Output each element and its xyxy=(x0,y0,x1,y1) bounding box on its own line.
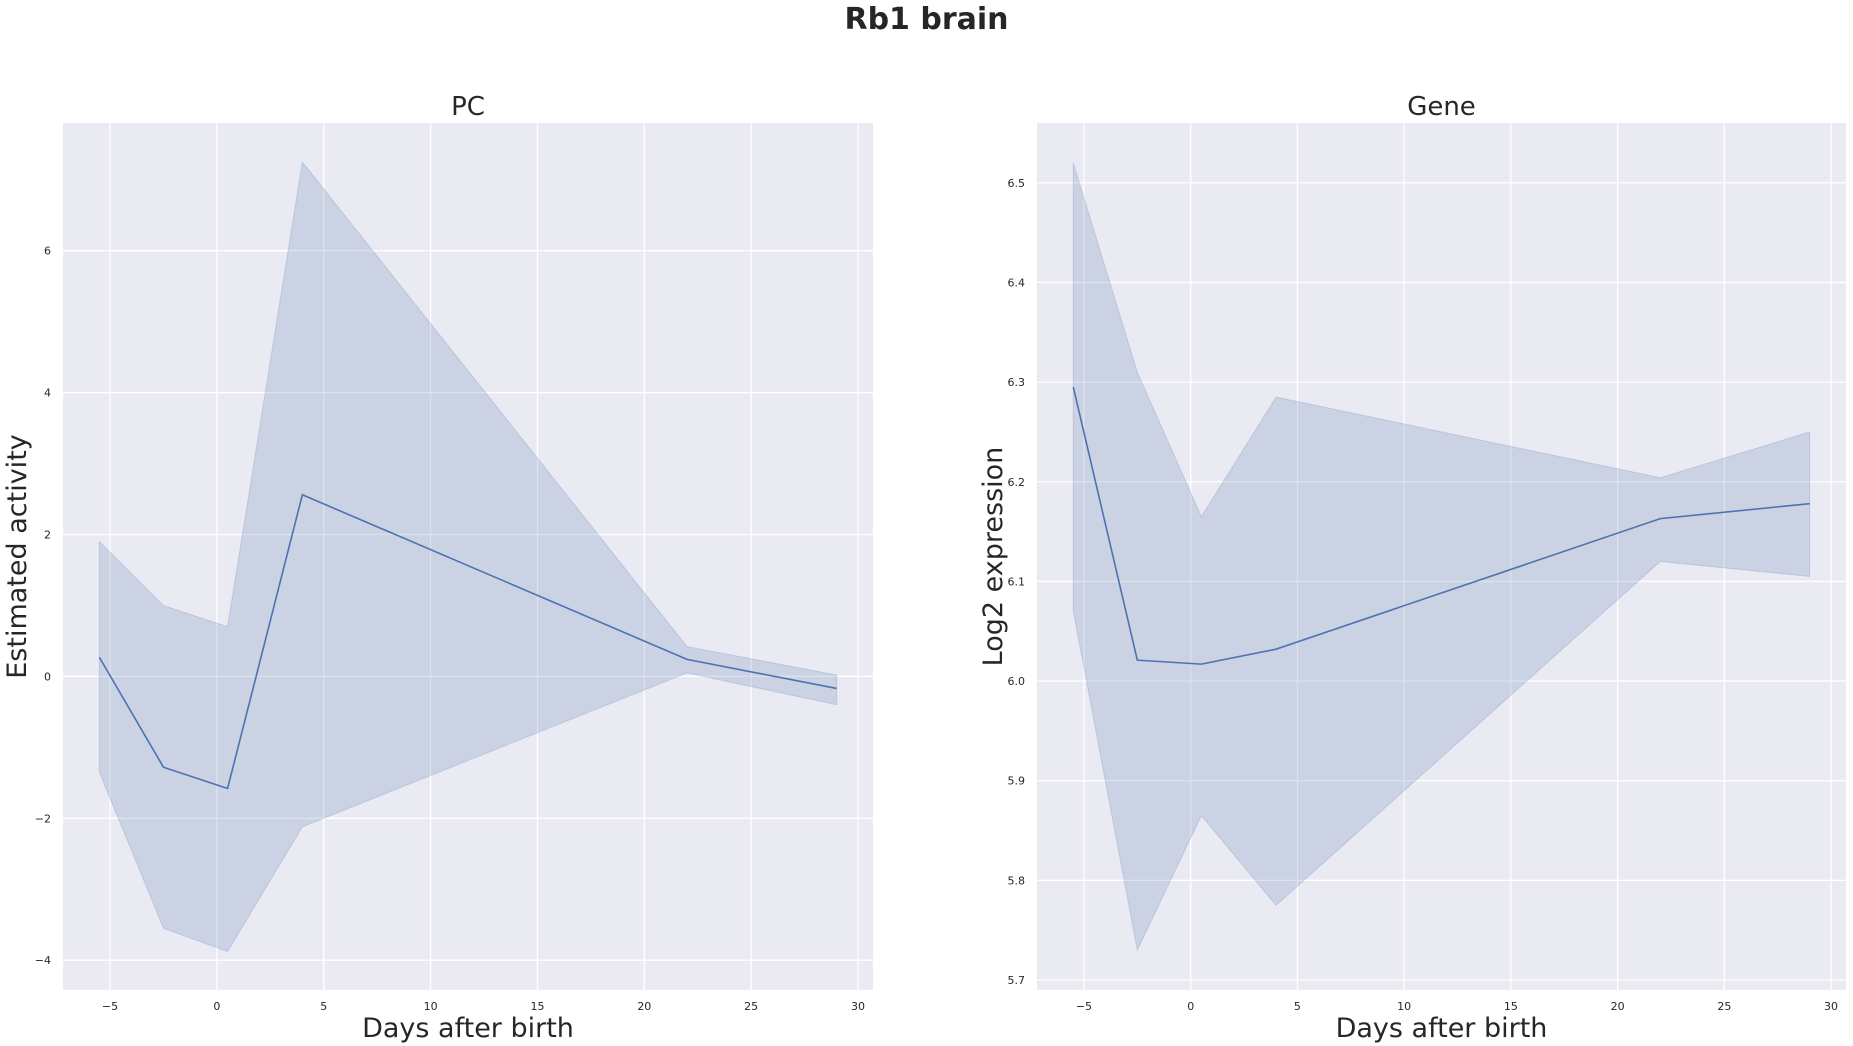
y-tick-label: −4 xyxy=(35,954,51,967)
x-tick-label: 10 xyxy=(424,1000,438,1013)
x-tick-label: −5 xyxy=(1076,1000,1092,1013)
plot-area xyxy=(63,123,873,990)
y-tick-label: 6.1 xyxy=(1008,575,1026,588)
y-tick-label: 6 xyxy=(44,245,51,258)
y-tick-label: 6.5 xyxy=(1008,177,1026,190)
x-tick-label: 30 xyxy=(851,1000,865,1013)
x-tick-label: 15 xyxy=(1504,1000,1518,1013)
x-axis-label: Days after birth xyxy=(1336,1013,1548,1044)
gene-panel: −5 0 5 10 15 20 25 30 5.7 5.8 5.9 6.0 6.1 6.2 6.3 6.4 6.… xyxy=(978,92,1846,1044)
gridlines xyxy=(63,123,873,990)
y-tick-label: 6.4 xyxy=(1008,276,1026,289)
x-tick-label: 25 xyxy=(1717,1000,1731,1013)
tick-labels: −5 0 5 10 15 20 25 30 −4 −2 0 2 4 6 xyxy=(35,245,865,1013)
x-tick-label: 30 xyxy=(1824,1000,1838,1013)
x-tick-label: 0 xyxy=(1187,1000,1194,1013)
x-tick-label: 0 xyxy=(213,1000,220,1013)
pc-panel: −5 0 5 10 15 20 25 30 −4 −2 0 2 4 6 PC Days after bir… xyxy=(2,92,873,1044)
y-tick-label: 4 xyxy=(44,387,51,400)
y-tick-label: 5.7 xyxy=(1008,974,1026,987)
y-axis-label: Estimated activity xyxy=(2,434,33,679)
y-tick-label: 6.0 xyxy=(1008,675,1026,688)
y-axis-label: Log2 expression xyxy=(978,447,1009,667)
series-line xyxy=(98,493,837,790)
x-tick-label: 10 xyxy=(1397,1000,1411,1013)
x-tick-label: 5 xyxy=(320,1000,327,1013)
y-tick-label: 5.8 xyxy=(1008,874,1026,887)
confidence-band xyxy=(98,160,838,953)
y-tick-label: 6.2 xyxy=(1008,476,1026,489)
figure-title: Rb1 brain xyxy=(844,2,1009,37)
x-tick-label: 15 xyxy=(530,1000,544,1013)
panel-title: PC xyxy=(451,92,485,122)
x-tick-label: 20 xyxy=(1611,1000,1625,1013)
gridlines xyxy=(1037,123,1846,990)
y-tick-label: −2 xyxy=(35,812,51,825)
x-tick-label: 20 xyxy=(637,1000,651,1013)
confidence-band xyxy=(1072,162,1811,952)
y-tick-label: 0 xyxy=(44,670,51,683)
series-line xyxy=(1072,386,1810,665)
y-tick-label: 6.3 xyxy=(1008,376,1026,389)
x-tick-label: −5 xyxy=(102,1000,118,1013)
x-axis-label: Days after birth xyxy=(362,1013,574,1044)
panel-title: Gene xyxy=(1407,92,1476,122)
x-tick-label: 5 xyxy=(1294,1000,1301,1013)
y-tick-label: 5.9 xyxy=(1008,775,1026,788)
x-tick-label: 25 xyxy=(744,1000,758,1013)
y-tick-label: 2 xyxy=(44,529,51,542)
plot-area xyxy=(1037,123,1846,990)
tick-labels: −5 0 5 10 15 20 25 30 5.7 5.8 5.9 6.0 6.1 6.2 6.3 6.4 6.… xyxy=(1008,177,1839,1013)
